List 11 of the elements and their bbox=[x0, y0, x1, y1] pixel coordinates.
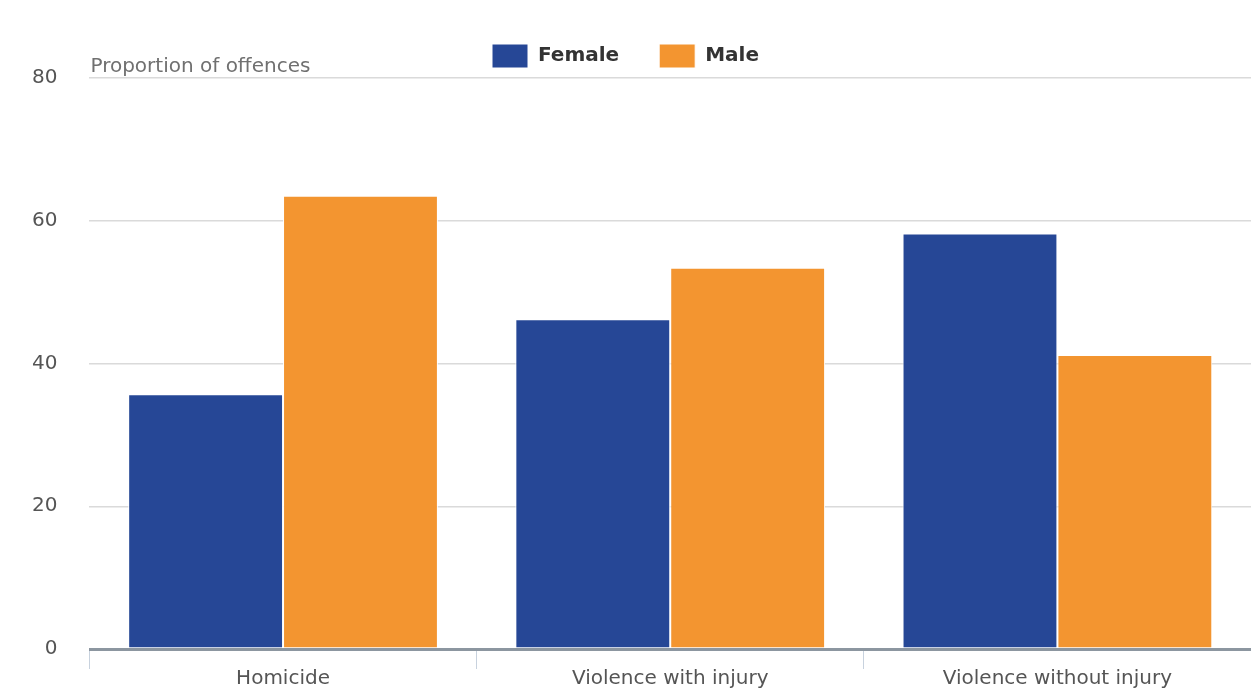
y-tick-label: 60 bbox=[32, 206, 58, 231]
y-tick-label: 80 bbox=[32, 64, 58, 89]
y-tick-label: 40 bbox=[32, 349, 58, 374]
legend-label: Male bbox=[705, 42, 759, 67]
legend-label: Female bbox=[538, 42, 620, 67]
y-tick-label: 0 bbox=[44, 635, 58, 660]
x-tick-label: Violence without injury bbox=[942, 665, 1173, 690]
x-tick-label: Homicide bbox=[236, 665, 330, 690]
y-tick-label: 20 bbox=[32, 492, 58, 517]
x-tick-label: Violence with injury bbox=[571, 665, 769, 690]
y-axis-title: Proportion of offences bbox=[90, 53, 311, 78]
